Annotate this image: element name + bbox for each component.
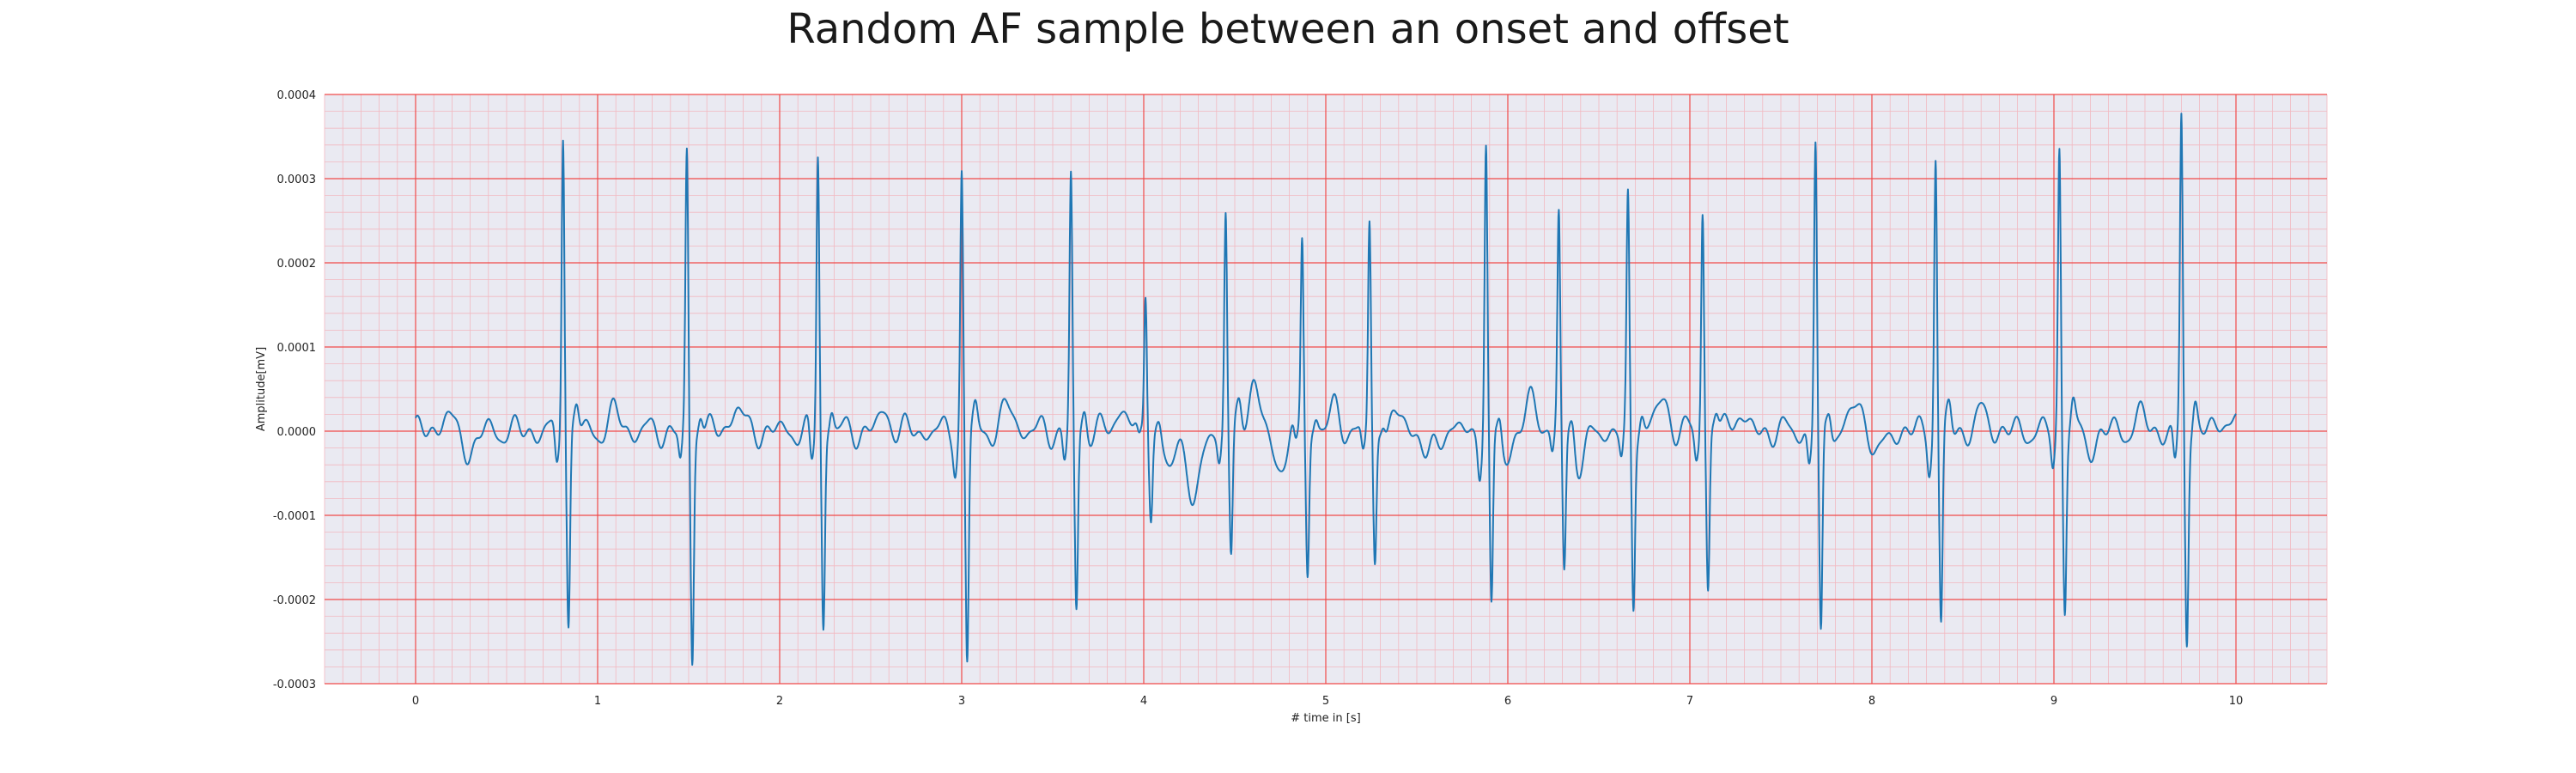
series-line-ecg (415, 113, 2237, 666)
y-tick-label: 0.0000 (277, 426, 317, 439)
x-axis-label: # time in [s] (1291, 712, 1360, 725)
x-tick-label: 10 (2229, 695, 2244, 708)
x-tick-label: 7 (1686, 695, 1693, 708)
x-tick-label: 0 (412, 695, 419, 708)
y-axis-label: Amplitude[mV] (255, 347, 268, 431)
y-tick-label: -0.0003 (273, 679, 316, 691)
y-tick-label: 0.0003 (277, 173, 317, 186)
x-tick-label: 8 (1868, 695, 1875, 708)
y-axis-ticks: -0.0003 -0.0002 -0.0001 0.0000 0.0001 0.0002 0… (273, 89, 316, 691)
x-tick-label: 2 (776, 695, 783, 708)
y-tick-label: -0.0002 (273, 594, 316, 607)
y-tick-label: 0.0001 (277, 342, 317, 355)
x-tick-label: 5 (1322, 695, 1329, 708)
major-grid (325, 94, 2327, 685)
x-tick-label: 9 (2050, 695, 2057, 708)
x-tick-label: 6 (1504, 695, 1511, 708)
chart-title: Random AF sample between an onset and of… (787, 5, 1789, 53)
y-tick-label: 0.0002 (277, 258, 317, 271)
y-tick-label: 0.0004 (277, 89, 317, 102)
x-tick-label: 1 (594, 695, 601, 708)
x-tick-label: 3 (958, 695, 965, 708)
x-tick-label: 4 (1140, 695, 1147, 708)
x-axis-ticks: 0 1 2 3 4 5 6 7 8 9 10 (412, 695, 2243, 708)
y-tick-label: -0.0001 (273, 510, 316, 523)
